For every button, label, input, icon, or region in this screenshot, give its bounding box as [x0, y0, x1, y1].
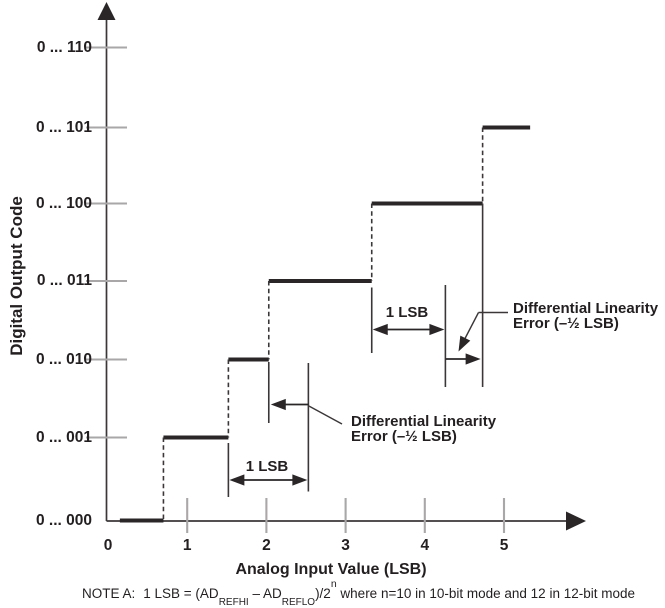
x-axis-label-2: 2 — [262, 537, 271, 554]
leader-arrowhead-upper — [458, 335, 471, 352]
note-prefix: NOTE A: — [82, 586, 136, 601]
one-lsb-arrow-lower-left-arrowhead — [229, 474, 245, 486]
dle-label-upper-line1: Differential Linearity — [513, 300, 659, 317]
x-axis-label-1: 1 — [182, 537, 192, 554]
x-axis-arrowhead — [566, 511, 586, 531]
note-body-1: 1 LSB = (AD — [143, 586, 219, 601]
leader-line-lower — [308, 405, 343, 425]
one-lsb-label-upper: 1 LSB — [385, 304, 429, 321]
note-body-2: – AD — [248, 586, 282, 601]
x-axis-label-0: 0 — [103, 537, 113, 554]
note-superscript-n: n — [330, 577, 337, 590]
dle-label-upper-line2: Error (–½ LSB) — [513, 314, 619, 332]
one-lsb-arrow-upper-right-arrowhead — [429, 323, 445, 336]
note-text: NOTE A: 1 LSB = (ADREFHI – ADREFLO)/2n wh… — [82, 578, 635, 607]
x-axis-label-5: 5 — [499, 537, 509, 554]
error-arrow-lower-arrowhead — [270, 398, 286, 411]
x-axis-label-3: 3 — [341, 537, 350, 554]
y-axis-arrowhead — [97, 2, 116, 20]
one-lsb-arrow-lower-right-arrowhead — [292, 474, 308, 486]
dle-label-lower-line2: Error (–½ LSB) — [351, 427, 457, 445]
y-axis-label-6: 0 ... 110 — [36, 38, 92, 56]
one-lsb-arrow-upper-left-arrowhead — [372, 323, 388, 336]
leader-line-upper — [464, 312, 480, 339]
x-axis-label-4: 4 — [420, 537, 430, 554]
note-body-4: where n=10 in 10-bit mode and 12 in 12-b… — [336, 586, 635, 601]
error-arrow-upper-arrowhead — [465, 353, 481, 365]
y-axis-label-1: 0 ... 001 — [35, 428, 92, 446]
one-lsb-label-lower: 1 LSB — [245, 458, 289, 475]
y-axis-label-4: 0 ... 100 — [35, 194, 92, 212]
dle-label-lower-line1: Differential Linearity — [351, 413, 497, 430]
dle-label-upper: Differential Linearity Error (–½ LSB) — [513, 300, 659, 332]
y-axis-label-5: 0 ... 101 — [35, 118, 92, 136]
dle-label-lower: Differential Linearity Error (–½ LSB) — [351, 413, 497, 445]
y-axis-label-3: 0 ... 011 — [36, 272, 92, 289]
note-body-3: )/2 — [315, 586, 331, 601]
x-axis-title: Analog Input Value (LSB) — [235, 561, 427, 578]
y-axis-label-0: 0 ... 000 — [35, 511, 92, 529]
note-subscript-reflo: REFLO — [281, 596, 316, 608]
note-subscript-refhi: REFHI — [218, 596, 249, 608]
y-axis-label-2: 0 ... 010 — [35, 350, 92, 368]
